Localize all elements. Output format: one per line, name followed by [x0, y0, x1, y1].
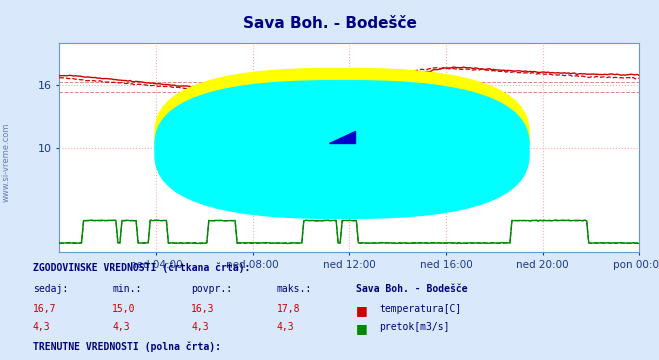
Text: TRENUTNE VREDNOSTI (polna črta):: TRENUTNE VREDNOSTI (polna črta): — [33, 342, 221, 352]
Polygon shape — [329, 131, 355, 143]
Text: min.:: min.: — [112, 284, 142, 294]
Text: Sava Boh. - Bodešče: Sava Boh. - Bodešče — [243, 16, 416, 31]
Text: 15,0: 15,0 — [112, 304, 136, 314]
Text: maks.:: maks.: — [277, 284, 312, 294]
Text: sedaj:: sedaj: — [33, 284, 68, 294]
Text: 4,3: 4,3 — [191, 322, 209, 332]
Text: 4,3: 4,3 — [277, 322, 295, 332]
Text: 4,3: 4,3 — [112, 322, 130, 332]
Text: www.si-vreme.com: www.si-vreme.com — [186, 144, 512, 172]
FancyBboxPatch shape — [155, 81, 529, 218]
Text: Sava Boh. - Bodešče: Sava Boh. - Bodešče — [356, 284, 467, 294]
Text: 16,3: 16,3 — [191, 304, 215, 314]
Text: temperatura[C]: temperatura[C] — [379, 304, 461, 314]
FancyBboxPatch shape — [155, 68, 529, 206]
Text: www.si-vreme.com: www.si-vreme.com — [2, 122, 11, 202]
Text: 17,8: 17,8 — [277, 304, 301, 314]
Text: 4,3: 4,3 — [33, 322, 51, 332]
Text: pretok[m3/s]: pretok[m3/s] — [379, 322, 449, 332]
Text: 16,7: 16,7 — [33, 304, 57, 314]
Text: ZGODOVINSKE VREDNOSTI (črtkana črta):: ZGODOVINSKE VREDNOSTI (črtkana črta): — [33, 263, 250, 273]
Text: ■: ■ — [356, 322, 368, 335]
Text: povpr.:: povpr.: — [191, 284, 232, 294]
Text: ■: ■ — [356, 304, 368, 317]
